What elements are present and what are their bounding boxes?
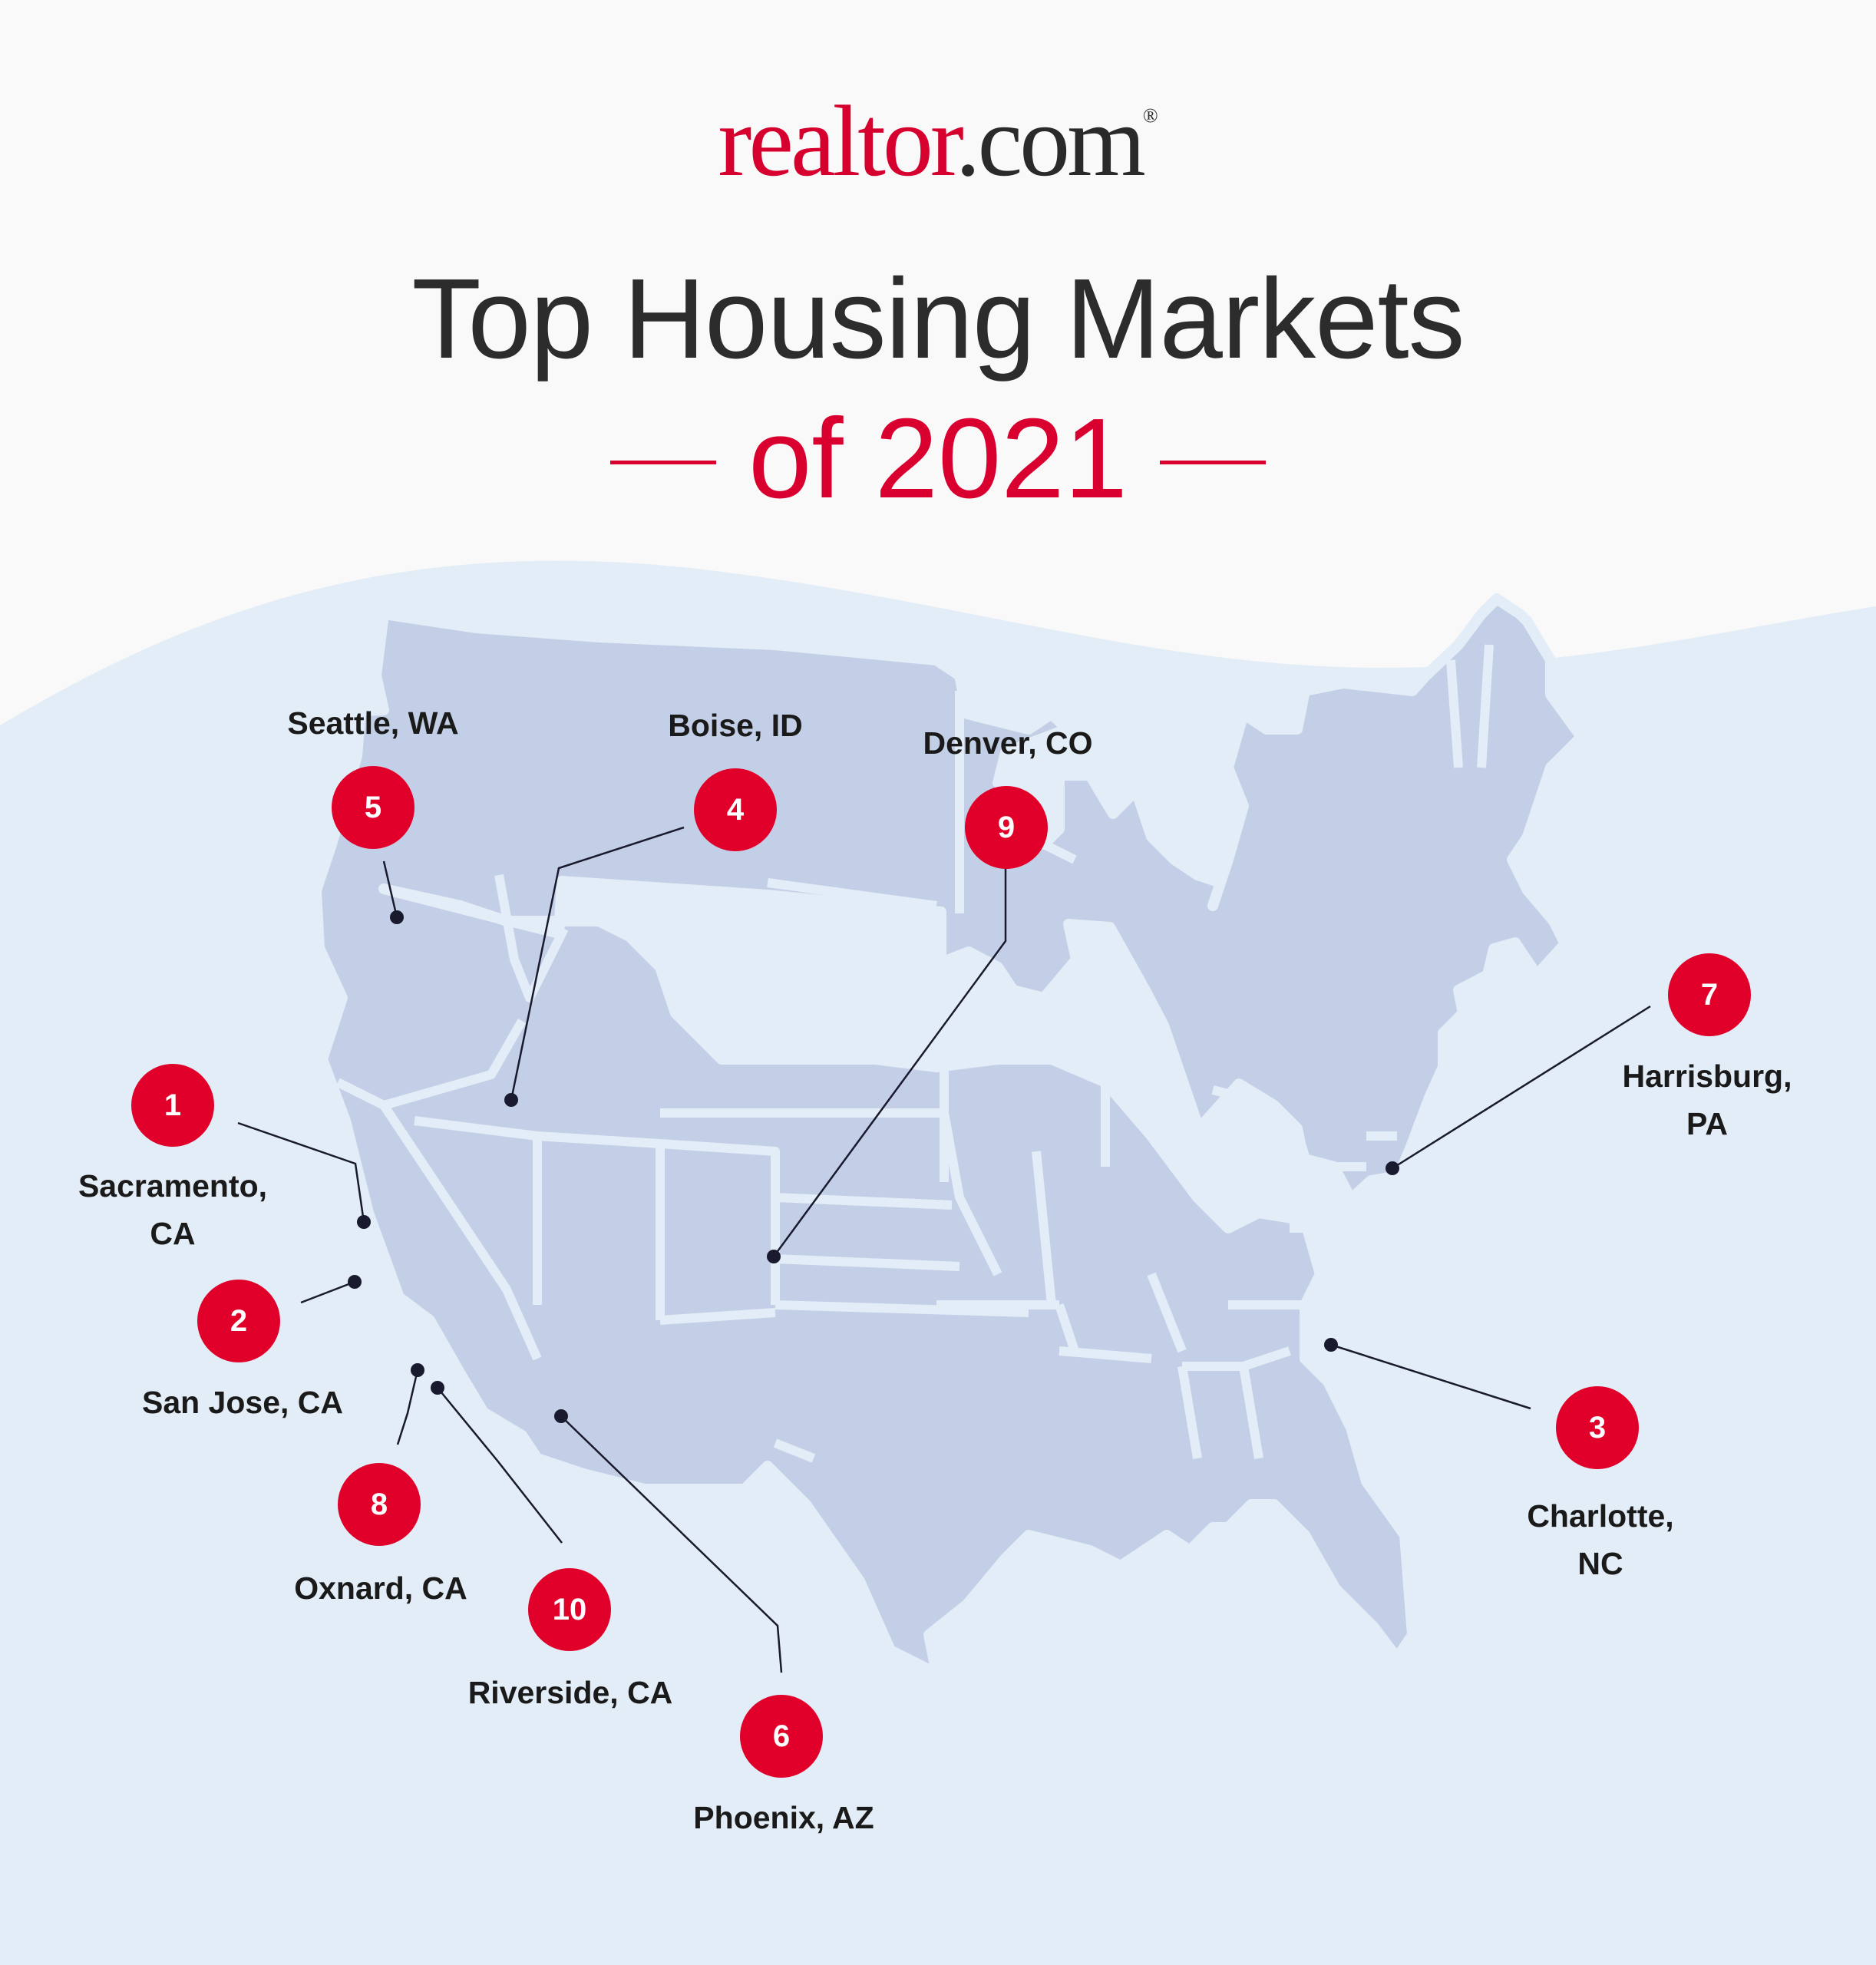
- city-dot-san-jose: [348, 1275, 362, 1289]
- subtitle-right-dash: [1159, 461, 1266, 465]
- logo-registered: ®: [1142, 104, 1158, 127]
- market-label-charlotte: Charlotte, NC: [1527, 1498, 1674, 1581]
- rank-marker-1: 1: [131, 1064, 214, 1147]
- rank-marker-5: 5: [332, 766, 415, 849]
- rank-marker-7: 7: [1668, 953, 1751, 1036]
- city-dot-riverside: [431, 1381, 444, 1395]
- market-label-seattle: Seattle, WA: [287, 705, 459, 741]
- city-dot-boise: [504, 1093, 518, 1107]
- city-dot-phoenix: [554, 1409, 568, 1423]
- page-title: Top Housing Markets: [411, 256, 1465, 382]
- city-dot-charlotte: [1324, 1338, 1338, 1352]
- market-label-denver: Denver, CO: [923, 725, 1093, 761]
- rank-marker-9: 9: [965, 786, 1048, 869]
- us-mainland-outline: [311, 593, 1602, 1679]
- subtitle-text: of 2021: [748, 395, 1128, 522]
- city-dot-harrisburg: [1386, 1161, 1399, 1175]
- state-borders: [335, 644, 1522, 1463]
- market-label-boise: Boise, ID: [668, 708, 803, 743]
- rank-marker-2: 2: [197, 1280, 280, 1362]
- rank-marker-8: 8: [338, 1463, 421, 1546]
- city-dot-denver: [767, 1250, 781, 1263]
- realtor-logo: realtor.com®: [0, 91, 1876, 192]
- logo-brand-red: realtor: [718, 84, 958, 197]
- rank-marker-4: 4: [694, 768, 777, 851]
- city-dots: [348, 910, 1399, 1423]
- city-dot-sacramento: [357, 1215, 371, 1229]
- market-label-oxnard: Oxnard, CA: [294, 1570, 467, 1606]
- market-label-phoenix: Phoenix, AZ: [693, 1800, 874, 1835]
- market-label-riverside: Riverside, CA: [467, 1675, 673, 1710]
- leader-lines: [237, 826, 1651, 1673]
- market-label-san-jose: San Jose, CA: [141, 1385, 344, 1420]
- market-label-harrisburg: Harrisburg, PA: [1622, 1058, 1792, 1141]
- logo-brand-rest: .com: [955, 84, 1146, 197]
- market-label-sacramento: Sacramento, CA: [78, 1168, 268, 1251]
- page-subtitle: of 2021: [0, 399, 1876, 518]
- rank-marker-10: 10: [528, 1568, 611, 1651]
- city-dot-oxnard: [411, 1363, 424, 1377]
- us-map: [311, 593, 1602, 1679]
- city-dot-seattle: [390, 910, 404, 924]
- subtitle-left-dash: [610, 461, 717, 465]
- rank-marker-3: 3: [1556, 1386, 1639, 1469]
- rank-marker-6: 6: [740, 1695, 823, 1778]
